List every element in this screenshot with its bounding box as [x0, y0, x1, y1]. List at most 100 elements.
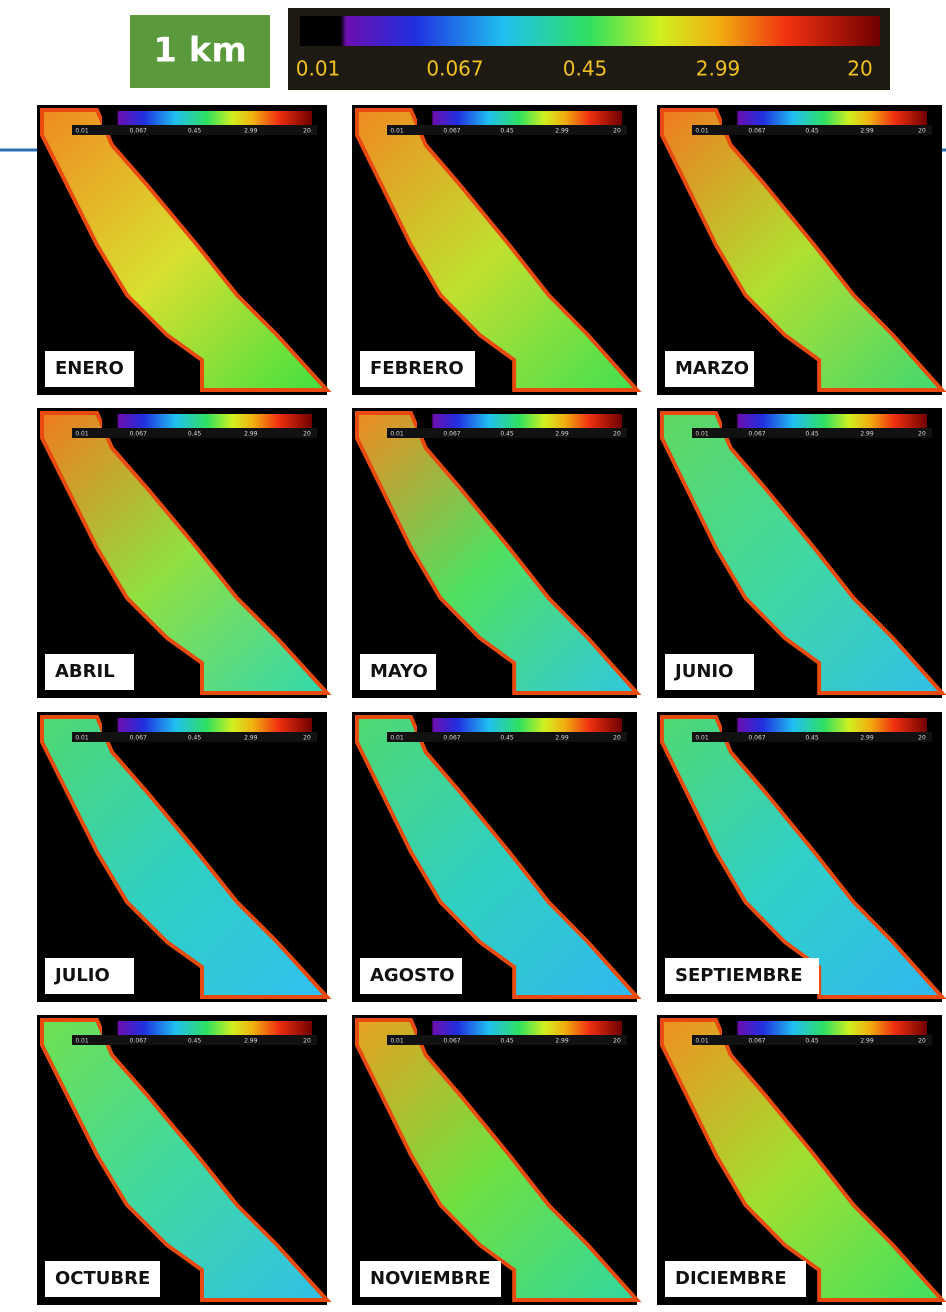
month-label-bg	[45, 654, 134, 690]
mini-colorbar-label: 2.99	[244, 1038, 258, 1045]
map-panel: 0.01 0.067 0.45 2.99 20 ABRIL	[37, 408, 332, 698]
month-label: FEBRERO	[370, 358, 464, 379]
mini-colorbar-label: 0.45	[188, 128, 202, 135]
mini-colorbar-label: 0.01	[390, 128, 404, 135]
map-panel: 0.01 0.067 0.45 2.99 20 FEBRERO	[352, 105, 642, 395]
gulf-area	[40, 108, 332, 392]
mini-colorbar-label: 20	[613, 431, 621, 438]
mini-colorbar-label: 2.99	[860, 431, 874, 438]
mini-colorbar-label: 2.99	[555, 1038, 569, 1045]
mini-colorbar-label: 2.99	[860, 128, 874, 135]
mini-colorbar-label: 2.99	[244, 128, 258, 135]
mini-colorbar	[102, 111, 312, 125]
gulf-area	[659, 411, 946, 695]
mini-colorbar	[722, 718, 927, 732]
map-panel: 0.01 0.067 0.45 2.99 20 AGOSTO	[352, 712, 642, 1002]
mini-colorbar-label: 0.067	[443, 128, 460, 135]
map-panel: 0.01 0.067 0.45 2.99 20 MARZO	[657, 105, 946, 395]
mini-colorbar-label: 20	[918, 128, 926, 135]
mini-colorbar-label: 0.45	[188, 1038, 202, 1045]
month-label-bg	[360, 1261, 501, 1297]
mini-colorbar-label: 0.45	[805, 128, 819, 135]
month-label: NOVIEMBRE	[370, 1268, 491, 1289]
gulf-area	[40, 715, 332, 999]
month-label: DICIEMBRE	[675, 1268, 787, 1289]
mini-colorbar-label: 20	[918, 1038, 926, 1045]
mini-colorbar	[417, 1021, 622, 1035]
month-label-bg	[360, 654, 436, 690]
mini-colorbar-label: 2.99	[555, 431, 569, 438]
mini-colorbar-label: 0.067	[748, 431, 765, 438]
mini-colorbar-label: 2.99	[860, 735, 874, 742]
mini-colorbar-label: 0.067	[443, 735, 460, 742]
mini-colorbar-label-bg	[72, 732, 317, 742]
mini-colorbar	[722, 414, 927, 428]
mini-colorbar-label-bg	[692, 428, 932, 438]
mini-colorbar-label: 0.45	[188, 735, 202, 742]
mini-colorbar-label: 0.01	[390, 735, 404, 742]
month-label-bg	[45, 1261, 160, 1297]
mini-colorbar-label: 0.01	[75, 128, 89, 135]
mini-colorbar-label: 20	[613, 128, 621, 135]
mini-colorbar-label: 0.01	[390, 431, 404, 438]
mini-colorbar-label: 20	[613, 1038, 621, 1045]
mini-colorbar-label: 0.067	[130, 1038, 147, 1045]
mini-colorbar	[722, 111, 927, 125]
colorbar-label: 20	[847, 57, 872, 81]
mini-colorbar-label: 0.45	[805, 431, 819, 438]
mini-colorbar-label: 0.067	[443, 431, 460, 438]
mini-colorbar-label: 20	[918, 431, 926, 438]
mini-colorbar-label: 0.45	[500, 1038, 514, 1045]
gulf-area	[659, 108, 946, 392]
mini-colorbar-label: 2.99	[555, 735, 569, 742]
mini-colorbar-label: 0.01	[75, 1038, 89, 1045]
mini-colorbar-label: 0.067	[130, 431, 147, 438]
month-label: JUNIO	[673, 661, 733, 682]
gulf-area	[354, 108, 642, 392]
mini-colorbar-label: 0.45	[188, 431, 202, 438]
colorbar-label: 0.45	[563, 57, 608, 81]
mini-colorbar-label: 0.01	[75, 431, 89, 438]
mini-colorbar-label: 0.45	[500, 431, 514, 438]
month-label-bg	[360, 351, 475, 387]
gulf-area	[40, 1018, 332, 1302]
mini-colorbar-label-bg	[692, 1035, 932, 1045]
mini-colorbar-label: 2.99	[555, 128, 569, 135]
mini-colorbar-label: 2.99	[244, 431, 258, 438]
month-label: AGOSTO	[370, 965, 455, 986]
mini-colorbar-label: 0.01	[695, 735, 709, 742]
mini-colorbar-label: 0.01	[695, 431, 709, 438]
mini-colorbar-label: 0.01	[695, 128, 709, 135]
month-label: OCTUBRE	[55, 1268, 150, 1289]
mini-colorbar	[102, 1021, 312, 1035]
month-label: JULIO	[53, 965, 110, 986]
month-label-bg	[665, 654, 754, 690]
mini-colorbar-label: 20	[303, 735, 311, 742]
colorbar-label: 0.067	[426, 57, 483, 81]
month-label: MARZO	[675, 358, 749, 379]
colorbar-label: 2.99	[696, 57, 741, 81]
gulf-area	[354, 411, 642, 695]
mini-colorbar-label: 0.45	[805, 1038, 819, 1045]
month-label-bg	[45, 958, 134, 994]
map-panel: 0.01 0.067 0.45 2.99 20 OCTUBRE	[37, 1015, 332, 1305]
map-panel: 0.01 0.067 0.45 2.99 20 NOVIEMBRE	[352, 1015, 642, 1305]
mini-colorbar-label-bg	[387, 732, 627, 742]
mini-colorbar	[417, 111, 622, 125]
mini-colorbar-label: 0.45	[500, 735, 514, 742]
mini-colorbar-label: 0.067	[748, 1038, 765, 1045]
month-label-bg	[45, 351, 134, 387]
month-label: ABRIL	[55, 661, 115, 682]
mini-colorbar-label: 0.067	[443, 1038, 460, 1045]
gulf-area	[40, 411, 332, 695]
map-panel: 0.01 0.067 0.45 2.99 20 JULIO	[37, 712, 332, 1002]
colorbar	[300, 16, 880, 46]
mini-colorbar-label: 0.45	[500, 128, 514, 135]
map-panel: 0.01 0.067 0.45 2.99 20 MAYO	[352, 408, 642, 698]
mini-colorbar-label-bg	[72, 428, 317, 438]
mini-colorbar-label: 2.99	[244, 735, 258, 742]
month-label: MAYO	[370, 661, 428, 682]
mini-colorbar-label-bg	[692, 732, 932, 742]
mini-colorbar-label-bg	[692, 125, 932, 135]
month-label-bg	[665, 1261, 806, 1297]
